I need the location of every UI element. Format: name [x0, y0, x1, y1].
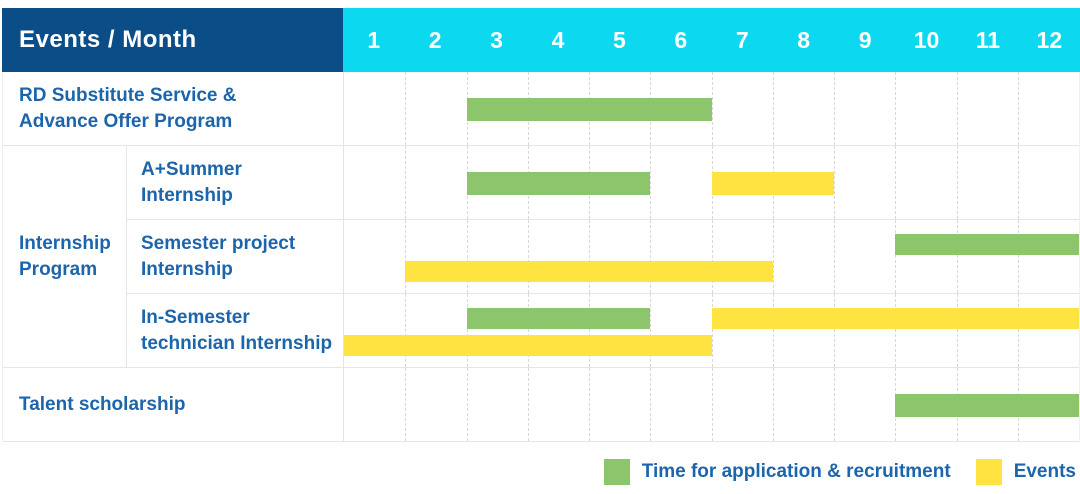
month-column	[956, 220, 1019, 293]
month-column	[589, 220, 651, 293]
month-label-9: 9	[858, 26, 872, 53]
month-column	[711, 220, 774, 293]
month-column	[527, 220, 590, 293]
month-label-5: 5	[613, 26, 626, 53]
bar-events	[711, 172, 834, 195]
month-column	[589, 368, 651, 441]
month-label-6: 6	[674, 26, 688, 53]
legend-label-events: Events	[1013, 461, 1076, 482]
schedule-table: Events / Month 1 2 3 4 5 6 7 8 9 10 11 12 RD Substi…	[2, 8, 1080, 442]
bar-events	[344, 335, 712, 356]
month-column	[344, 220, 405, 293]
row-label: RD Substitute Service & Advance Offer Pr…	[3, 72, 344, 146]
month-column	[650, 220, 712, 293]
month-column	[527, 368, 590, 441]
chart-row	[344, 72, 1079, 146]
chart-row	[344, 220, 1079, 294]
bar-application-recruitment	[466, 172, 651, 195]
month-label-3: 3	[490, 26, 503, 53]
month-column	[834, 294, 896, 367]
month-column	[1017, 294, 1079, 367]
row-label: A+Summer Internship	[127, 146, 344, 220]
month-column	[344, 368, 405, 441]
month-column	[466, 294, 529, 367]
month-column	[344, 146, 405, 219]
month-column	[650, 368, 712, 441]
legend-label-application-recruitment: Time for application & recruitment	[641, 461, 951, 482]
month-column	[834, 220, 896, 293]
row-label: Talent scholarship	[3, 368, 344, 442]
month-column	[650, 146, 712, 219]
month-column	[834, 72, 896, 145]
bar-application-recruitment	[466, 98, 712, 121]
month-column	[711, 294, 774, 367]
month-label-12: 12	[1036, 26, 1063, 53]
month-header-row: 1 2 3 4 5 6 7 8 9 10 11 12	[343, 8, 1080, 72]
month-column	[711, 72, 774, 145]
month-column	[405, 220, 467, 293]
month-column	[956, 72, 1019, 145]
legend: Time for application & recruitment Event…	[603, 459, 1076, 485]
month-column	[405, 146, 467, 219]
month-label-11: 11	[975, 26, 1001, 53]
month-column	[895, 146, 957, 219]
month-column	[895, 294, 957, 367]
row-label: In-Semester technician Internship	[127, 294, 344, 368]
month-column	[344, 72, 405, 145]
month-column	[405, 294, 467, 367]
month-column	[466, 368, 529, 441]
month-column	[956, 146, 1019, 219]
month-column	[772, 220, 835, 293]
bar-events	[711, 308, 1079, 329]
month-column	[895, 72, 957, 145]
month-column	[1017, 146, 1079, 219]
month-column	[772, 72, 835, 145]
chart-row	[344, 294, 1079, 368]
header-row: Events / Month 1 2 3 4 5 6 7 8 9 10 11 12	[2, 8, 1080, 72]
month-column	[711, 368, 774, 441]
legend-swatch-application-recruitment	[603, 459, 630, 485]
legend-swatch-events	[975, 459, 1002, 485]
month-column	[405, 72, 467, 145]
month-column	[772, 368, 835, 441]
month-column	[834, 146, 896, 219]
month-column	[344, 294, 405, 367]
month-column	[1017, 220, 1079, 293]
chart-row	[344, 368, 1079, 442]
chart-row	[344, 146, 1079, 220]
month-column	[834, 368, 896, 441]
bar-application-recruitment	[895, 394, 1079, 417]
header-events-month: Events / Month	[2, 8, 343, 72]
month-label-2: 2	[428, 26, 442, 53]
month-column	[650, 294, 712, 367]
group-label: Internship Program	[3, 146, 127, 368]
month-column	[527, 294, 590, 367]
legend-item-events: Events	[975, 459, 1076, 485]
month-label-4: 4	[551, 26, 565, 53]
gantt-body: RD Substitute Service & Advance Offer Pr…	[2, 72, 1080, 442]
month-label-10: 10	[913, 26, 940, 53]
bar-application-recruitment	[466, 308, 651, 329]
month-column	[956, 294, 1019, 367]
legend-item-application-recruitment: Time for application & recruitment	[603, 459, 951, 485]
bar-application-recruitment	[895, 234, 1079, 255]
month-column	[466, 220, 529, 293]
bar-events	[405, 261, 773, 282]
row-label: Semester project Internship	[127, 220, 344, 294]
month-column	[405, 368, 467, 441]
month-label-8: 8	[797, 26, 811, 53]
month-column	[895, 220, 957, 293]
month-column	[1017, 72, 1079, 145]
month-label-7: 7	[735, 26, 749, 53]
month-label-1: 1	[367, 26, 381, 53]
month-column	[589, 294, 651, 367]
month-column	[772, 294, 835, 367]
